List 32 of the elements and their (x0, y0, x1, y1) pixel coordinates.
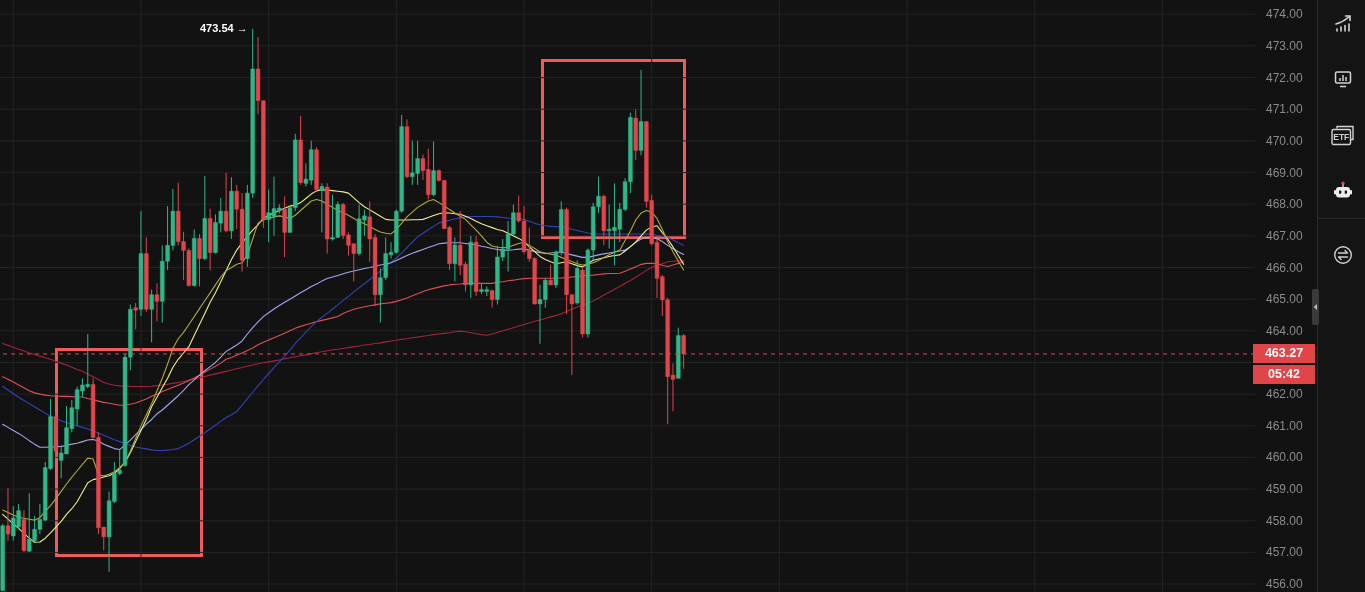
y-tick-label: 464.00 (1266, 323, 1304, 338)
candlestick (5, 487, 11, 542)
y-tick-label: 462.00 (1266, 387, 1304, 402)
candlestick (223, 172, 229, 233)
text: 05:42 (1253, 365, 1315, 385)
y-tick-label: 472.00 (1266, 70, 1304, 85)
y-tick-label: 457.00 (1266, 545, 1304, 560)
y-tick-label: 467.00 (1266, 228, 1304, 243)
y-tick-label: 468.00 (1266, 197, 1304, 212)
y-tick-label: 456.00 (1266, 577, 1304, 592)
candlestick (282, 195, 287, 258)
annotation: 473.54 → (200, 21, 248, 34)
y-tick-label: 461.00 (1266, 418, 1304, 433)
stacked-cards-icon: ETF (1331, 125, 1355, 146)
candlestick (452, 236, 458, 282)
y-tick-label: 474.00 (1266, 7, 1304, 22)
y-tick-label: 469.00 (1266, 165, 1304, 180)
candlestick (197, 233, 202, 287)
y-tick-label: 471.00 (1266, 102, 1304, 117)
candlestick (149, 289, 154, 343)
y-tick-label: 466.00 (1266, 260, 1304, 275)
candlestick (548, 264, 553, 286)
candlestick (133, 302, 138, 330)
y-tick-label: 459.00 (1266, 482, 1304, 497)
ref-line-label: 463.27 (1253, 344, 1315, 364)
y-tick-label: 460.00 (1266, 450, 1304, 465)
y-tick-label: 470.00 (1266, 133, 1304, 148)
candlestick (154, 282, 160, 322)
y-tick-label: 465.00 (1266, 292, 1304, 307)
y-tick-label: 473.00 (1266, 38, 1304, 53)
candlestick (319, 182, 325, 233)
y-tick-label: 458.00 (1266, 513, 1304, 528)
